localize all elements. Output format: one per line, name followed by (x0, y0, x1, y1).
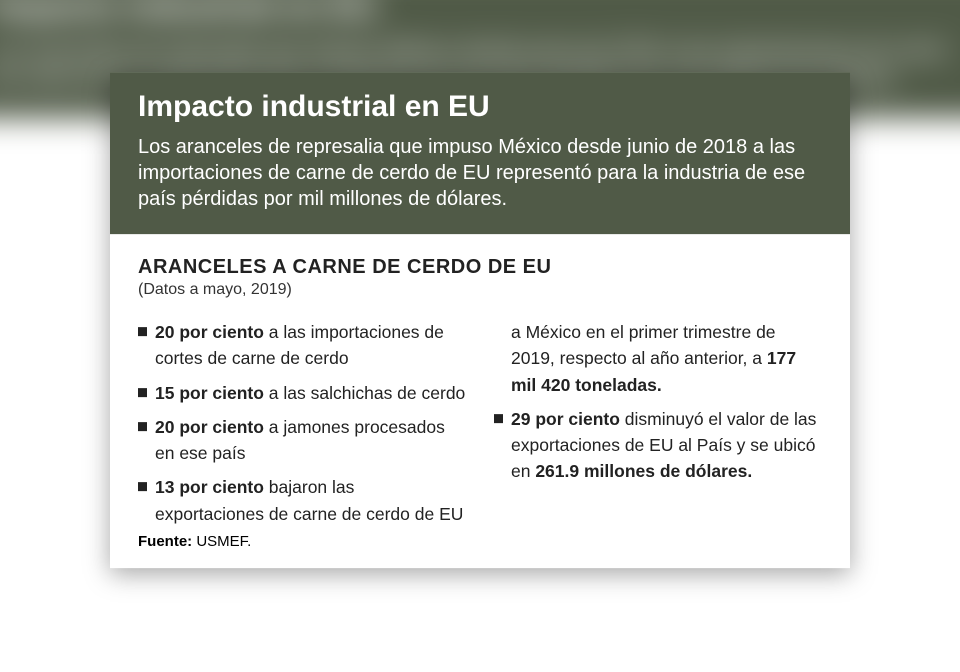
section-subtitle: (Datos a mayo, 2019) (138, 281, 822, 299)
list-item: 20 por ciento a las importaciones de cor… (138, 319, 466, 372)
card-title: Impacto industrial en EU (138, 90, 822, 124)
square-bullet-icon (138, 388, 147, 397)
source-line: Fuente: USMEF. (138, 533, 822, 550)
square-bullet-icon (138, 482, 147, 491)
list-item-text: 20 por ciento a jamones procesados en es… (155, 414, 466, 467)
source-value: USMEF. (192, 533, 251, 550)
square-bullet-icon (138, 327, 147, 336)
info-card: Impacto industrial en EU Los aranceles d… (110, 72, 850, 568)
bg-title: Impacto industrial en EU (0, 0, 960, 25)
source-label: Fuente: (138, 533, 192, 550)
list-item: 20 por ciento a jamones procesados en es… (138, 414, 466, 467)
list-item-text: 29 por ciento disminuyó el valor de las … (511, 406, 822, 485)
card-header: Impacto industrial en EU Los aranceles d… (110, 72, 850, 234)
section-title: ARANCELES A CARNE DE CERDO DE EU (138, 256, 822, 279)
list-item-text: 20 por ciento a las importaciones de cor… (155, 319, 466, 372)
card-lead: Los aranceles de represalia que impuso M… (138, 134, 822, 212)
list-item: 15 por ciento a las salchichas de cerdo (138, 380, 466, 406)
square-bullet-icon (138, 422, 147, 431)
list-item: 29 por ciento disminuyó el valor de las … (494, 406, 822, 485)
tariff-list: 20 por ciento a las importaciones de cor… (138, 319, 822, 527)
card-body: ARANCELES A CARNE DE CERDO DE EU (Datos … (110, 234, 850, 568)
square-bullet-icon (494, 414, 503, 423)
list-item-text: 15 por ciento a las salchichas de cerdo (155, 380, 465, 406)
